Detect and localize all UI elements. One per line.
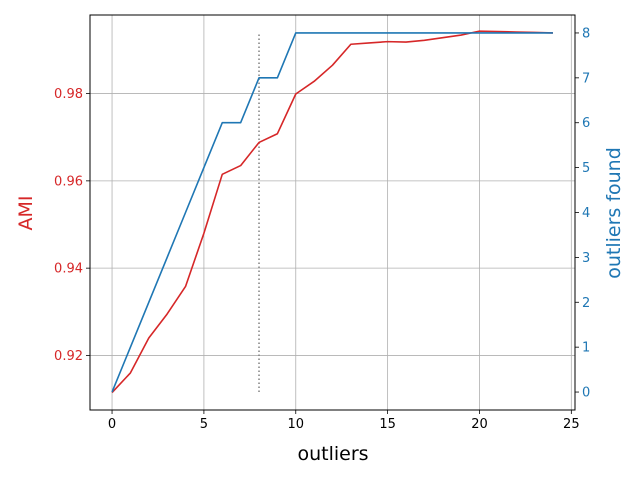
x-tick-label: 15 [379,417,396,432]
y-right-tick-label: 4 [582,206,590,221]
y-left-tick-label: 0.94 [54,262,83,277]
plot-area-frame [89,14,576,411]
grid [90,15,575,410]
y-left-axis-label: AMI [15,196,37,231]
x-tick-label: 0 [108,417,116,432]
x-tick-label: 20 [471,417,488,432]
x-tick-label: 5 [200,417,208,432]
y-right-tick-label: 2 [582,296,590,311]
y-right-tick-label: 1 [582,341,590,356]
ami-series-line [111,30,553,394]
x-tick-label: 25 [563,417,580,432]
x-tick-label: 10 [287,417,304,432]
x-axis-ticks: 0 5 10 15 20 25 [108,410,580,432]
y-right-tick-label: 0 [582,386,590,401]
y-left-tick-label: 0.96 [54,174,83,189]
outliers-found-series-line [111,32,553,393]
y-right-tick-label: 7 [582,71,590,86]
y-left-tick-label: 0.92 [54,349,83,364]
y-right-axis-ticks: 0 1 2 3 4 5 6 7 8 [575,26,590,401]
x-axis-label: outliers [297,443,368,465]
y-left-axis-ticks: 0.92 0.94 0.96 0.98 [54,87,90,364]
y-left-tick-label: 0.98 [54,87,83,102]
y-right-axis-label: outliers found [603,147,625,279]
y-right-tick-label: 8 [582,26,590,41]
series-group [111,30,553,394]
y-right-tick-label: 6 [582,116,590,131]
y-right-tick-label: 5 [582,161,590,176]
y-right-tick-label: 3 [582,251,590,266]
